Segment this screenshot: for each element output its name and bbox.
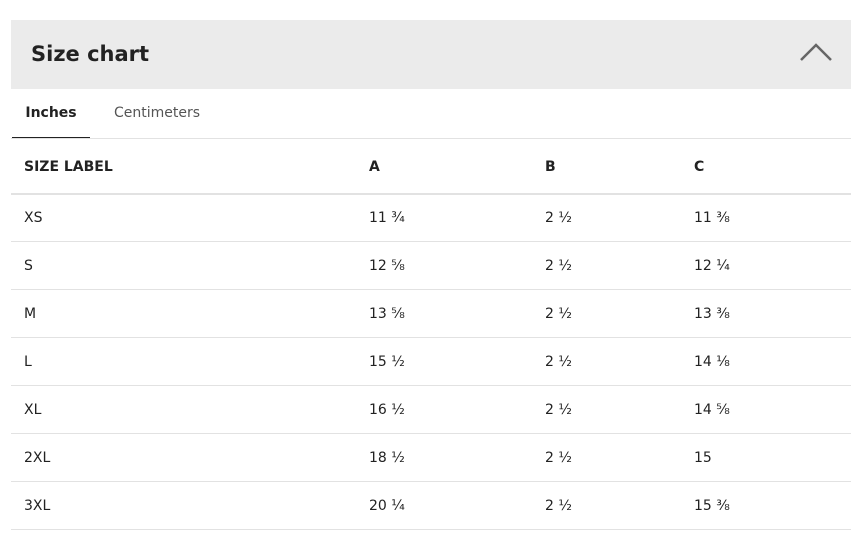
table-cell: XS — [24, 210, 43, 226]
header-divider — [11, 193, 851, 195]
table-cell: 11 ¾ — [369, 210, 405, 226]
table-cell: 2 ½ — [545, 210, 572, 226]
row-divider — [11, 289, 851, 290]
column-header: C — [694, 159, 705, 175]
table-cell: 15 — [694, 450, 712, 466]
row-divider — [11, 241, 851, 242]
title: Size chart — [31, 42, 150, 66]
row-divider — [11, 529, 851, 530]
table-cell: 3XL — [24, 498, 51, 514]
row-divider — [11, 337, 851, 338]
collapse-toggle[interactable] — [799, 42, 833, 64]
table-cell: M — [24, 306, 37, 322]
table-cell: 2XL — [24, 450, 51, 466]
table-cell: 2 ½ — [545, 306, 572, 322]
row-divider — [11, 481, 851, 482]
row-divider — [11, 385, 851, 386]
column-header: A — [369, 159, 380, 175]
table-cell: L — [24, 354, 32, 370]
table-cell: 2 ½ — [545, 450, 572, 466]
table-cell: 14 ⅝ — [694, 402, 730, 418]
table-cell: 12 ¼ — [694, 258, 730, 274]
row-divider — [11, 433, 851, 434]
table-cell: S — [24, 258, 33, 274]
table-cell: 2 ½ — [545, 258, 572, 274]
table-cell: 16 ½ — [369, 402, 405, 418]
divider — [11, 138, 851, 139]
table-cell: 2 ½ — [545, 402, 572, 418]
table-cell: 18 ½ — [369, 450, 405, 466]
table-cell: 20 ¼ — [369, 498, 405, 514]
table-cell: 13 ⅜ — [694, 306, 730, 322]
column-header: B — [545, 159, 556, 175]
table-cell: 2 ½ — [545, 354, 572, 370]
table-cell: 12 ⅝ — [369, 258, 405, 274]
table-cell: 11 ⅜ — [694, 210, 730, 226]
column-header: SIZE LABEL — [24, 159, 113, 175]
table-cell: 13 ⅝ — [369, 306, 405, 322]
header-bar: Size chart — [11, 20, 851, 89]
table-cell: 15 ½ — [369, 354, 405, 370]
table-cell: 14 ⅛ — [694, 354, 730, 370]
table-cell: 2 ½ — [545, 498, 572, 514]
tab-inches[interactable]: Inches — [12, 90, 90, 139]
table-cell: XL — [24, 402, 42, 418]
tab-centimeters[interactable]: Centimeters — [114, 105, 201, 121]
table-cell: 15 ⅜ — [694, 498, 730, 514]
